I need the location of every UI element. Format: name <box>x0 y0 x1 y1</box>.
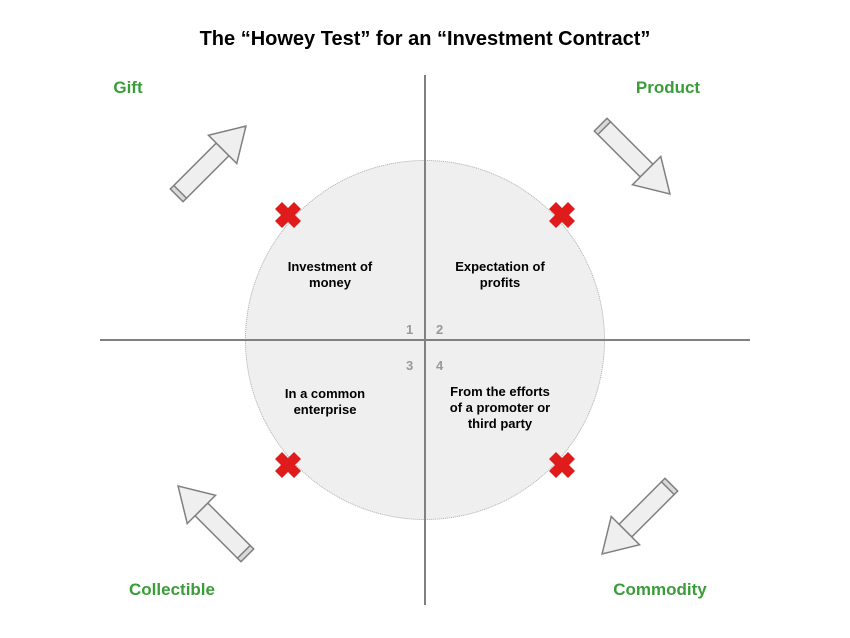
x-mark-tr <box>544 197 580 233</box>
quadrant-1-number: 1 <box>406 322 413 337</box>
quadrant-2-number: 2 <box>436 322 443 337</box>
quadrant-4-number: 4 <box>436 358 443 373</box>
arrow-tl <box>152 100 272 220</box>
corner-label-product: Product <box>588 78 748 98</box>
quadrant-4-label: From the effortsof a promoter orthird pa… <box>420 384 580 433</box>
quadrant-1-label: Investment ofmoney <box>250 259 410 292</box>
corner-label-commodity: Commodity <box>580 580 740 600</box>
x-mark-br <box>544 447 580 483</box>
corner-label-gift: Gift <box>48 78 208 98</box>
arrow-bl <box>152 460 272 580</box>
x-mark-tl <box>270 197 306 233</box>
quadrant-3-number: 3 <box>406 358 413 373</box>
corner-label-collectible: Collectible <box>92 580 252 600</box>
diagram-canvas: Investment ofmoney Expectation ofprofits… <box>0 0 850 638</box>
arrow-br <box>576 460 696 580</box>
arrow-tr <box>576 100 696 220</box>
x-mark-bl <box>270 447 306 483</box>
horizontal-axis <box>100 339 750 341</box>
quadrant-2-label: Expectation ofprofits <box>420 259 580 292</box>
quadrant-3-label: In a commonenterprise <box>245 386 405 419</box>
